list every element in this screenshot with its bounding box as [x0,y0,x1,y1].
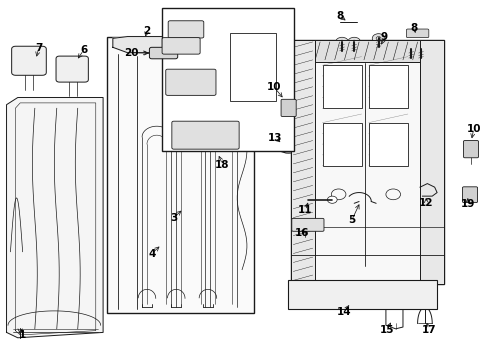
Polygon shape [113,37,248,54]
FancyBboxPatch shape [406,29,428,38]
Circle shape [414,44,427,54]
Text: 20: 20 [124,48,138,58]
Bar [322,65,361,108]
FancyBboxPatch shape [162,38,200,54]
Bar [322,123,361,166]
Text: 18: 18 [215,159,229,170]
Bar [107,37,254,313]
Circle shape [299,195,311,204]
Text: 10: 10 [266,82,281,92]
Circle shape [136,41,143,46]
Text: 6: 6 [80,45,87,55]
FancyBboxPatch shape [12,46,46,75]
Bar [290,40,444,284]
Circle shape [259,96,273,107]
Bar [229,33,276,101]
Text: 4: 4 [148,248,155,258]
Text: 14: 14 [336,307,351,317]
Circle shape [335,37,347,46]
Text: 8: 8 [410,23,417,33]
Text: 12: 12 [418,198,433,208]
Text: 9: 9 [380,32,387,42]
FancyBboxPatch shape [168,21,203,38]
Text: 2: 2 [143,26,150,36]
FancyBboxPatch shape [462,187,477,203]
Bar [288,280,436,309]
FancyBboxPatch shape [149,47,177,59]
FancyBboxPatch shape [56,56,88,82]
Bar [419,40,444,284]
Circle shape [327,196,336,203]
Circle shape [153,41,160,46]
Circle shape [232,96,246,107]
Circle shape [196,42,204,48]
FancyBboxPatch shape [281,99,296,117]
Circle shape [276,135,300,153]
Bar [290,40,315,284]
Circle shape [404,44,417,54]
Bar [290,40,444,62]
Text: 17: 17 [421,325,435,334]
Text: 1: 1 [19,330,26,340]
Bar [161,8,294,151]
Text: 8: 8 [335,11,343,21]
Text: 7: 7 [35,43,42,53]
FancyBboxPatch shape [171,121,239,149]
Polygon shape [6,98,103,338]
Text: 15: 15 [379,325,394,334]
Text: 13: 13 [267,133,282,143]
Circle shape [347,37,360,46]
Text: 19: 19 [460,199,474,210]
Circle shape [371,34,384,43]
Text: 11: 11 [298,206,312,216]
FancyBboxPatch shape [463,140,478,158]
Text: 5: 5 [347,215,355,225]
FancyBboxPatch shape [291,219,324,231]
Text: 3: 3 [170,213,177,222]
FancyBboxPatch shape [165,69,216,95]
Circle shape [172,41,180,46]
Bar [368,123,407,166]
Text: 10: 10 [466,124,480,134]
Bar [368,65,407,108]
Text: 16: 16 [294,228,308,238]
